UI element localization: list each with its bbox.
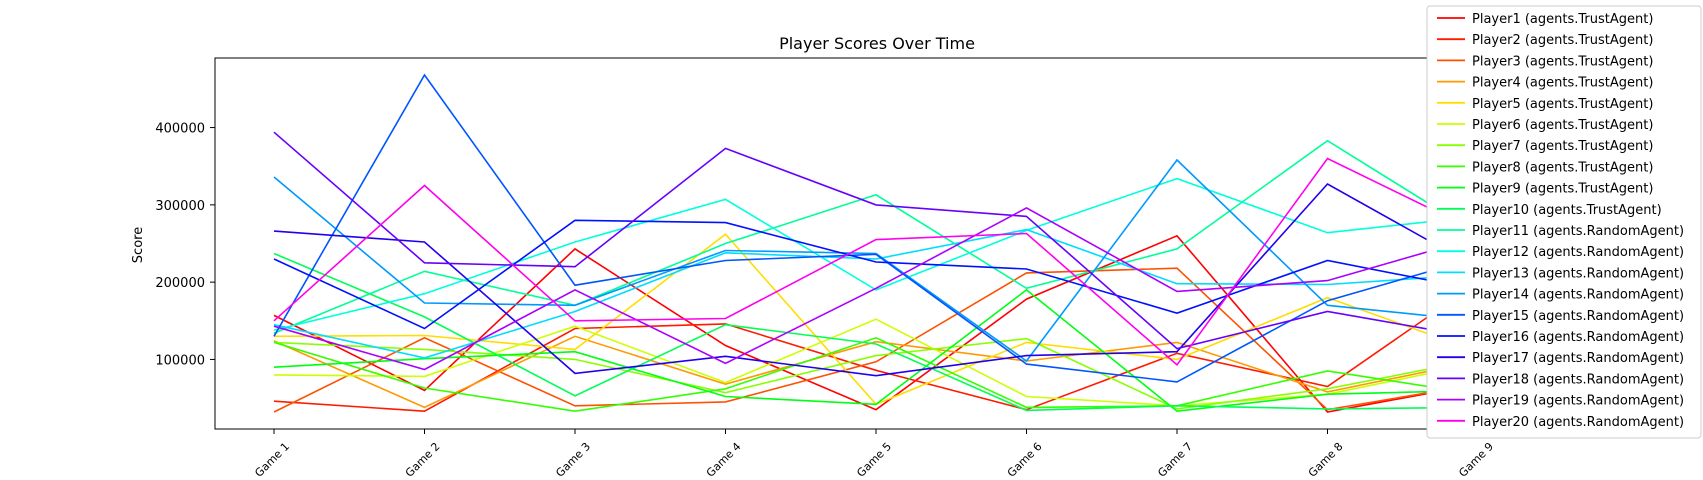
legend-label: Player16 (agents.RandomAgent) <box>1472 330 1684 345</box>
series-line-4 <box>273 335 1479 409</box>
y-tick-label: 200000 <box>155 276 205 291</box>
legend-label: Player11 (agents.RandomAgent) <box>1472 224 1684 239</box>
legend-label: Player3 (agents.TrustAgent) <box>1472 54 1653 69</box>
y-axis: 100000 200000 300000 400000 <box>155 122 215 368</box>
series-line-7 <box>273 337 1479 410</box>
series-line-12 <box>273 177 1479 331</box>
x-tick-label: Game 2 <box>403 440 443 480</box>
legend-label: Player8 (agents.TrustAgent) <box>1472 160 1653 175</box>
legend-label: Player18 (agents.RandomAgent) <box>1472 372 1684 387</box>
y-axis-label: Score <box>131 227 146 263</box>
legend-label: Player14 (agents.RandomAgent) <box>1472 288 1684 303</box>
legend-label: Player13 (agents.RandomAgent) <box>1472 266 1684 281</box>
legend-frame <box>1426 5 1702 439</box>
legend-label: Player12 (agents.RandomAgent) <box>1472 245 1684 260</box>
series-line-11 <box>273 139 1479 334</box>
series-line-17 <box>273 182 1479 377</box>
x-tick-label: Game 4 <box>704 440 744 480</box>
plot-area <box>273 73 1479 413</box>
legend: Player1 (agents.TrustAgent) Player2 (agen… <box>1426 5 1702 439</box>
series-line-8 <box>273 336 1479 413</box>
series-line-20 <box>273 157 1479 366</box>
legend-label: Player19 (agents.RandomAgent) <box>1472 394 1684 409</box>
x-tick-label: Game 3 <box>553 440 593 480</box>
legend-label: Player4 (agents.TrustAgent) <box>1472 76 1653 91</box>
series-line-15 <box>273 73 1479 383</box>
x-tick-label: Game 9 <box>1456 440 1496 480</box>
legend-label: Player15 (agents.RandomAgent) <box>1472 309 1684 324</box>
chart-title: Player Scores Over Time <box>779 34 975 53</box>
x-axis: Game 1 Game 2 Game 3 Game 4 Game 5 Game 6 Game… <box>252 429 1496 480</box>
x-tick-label: Game 1 <box>252 440 292 480</box>
x-tick-label: Game 6 <box>1005 440 1045 480</box>
y-tick-label: 400000 <box>155 122 205 137</box>
legend-label: Player2 (agents.TrustAgent) <box>1472 33 1653 48</box>
series-line-19 <box>273 206 1479 371</box>
legend-label: Player17 (agents.RandomAgent) <box>1472 351 1684 366</box>
legend-label: Player6 (agents.TrustAgent) <box>1472 118 1653 133</box>
x-tick-label: Game 7 <box>1155 440 1195 480</box>
x-tick-label: Game 5 <box>854 440 894 480</box>
legend-label: Player10 (agents.TrustAgent) <box>1472 203 1662 218</box>
series-line-9 <box>273 288 1479 413</box>
series-line-18 <box>273 131 1479 350</box>
legend-label: Player7 (agents.TrustAgent) <box>1472 139 1653 154</box>
y-tick-label: 100000 <box>155 353 205 368</box>
y-tick-label: 300000 <box>155 199 205 214</box>
legend-label: Player5 (agents.TrustAgent) <box>1472 97 1653 112</box>
legend-label: Player1 (agents.TrustAgent) <box>1472 12 1653 27</box>
x-tick-label: Game 8 <box>1306 440 1346 480</box>
series-line-6 <box>273 318 1479 407</box>
series-line-16 <box>273 219 1479 330</box>
series-line-14 <box>273 158 1479 363</box>
legend-label: Player9 (agents.TrustAgent) <box>1472 182 1653 197</box>
legend-label: Player20 (agents.RandomAgent) <box>1472 415 1684 430</box>
